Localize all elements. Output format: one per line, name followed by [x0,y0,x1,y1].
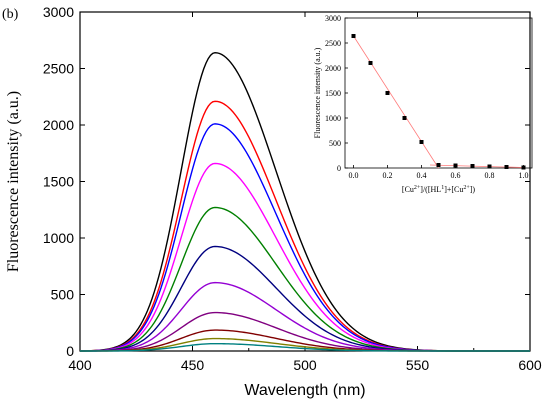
emission-curve-11 [80,342,530,352]
emission-curve-6 [79,245,530,352]
inset-y-tick-label: 500 [329,139,341,148]
inset-data-point [419,140,424,144]
inset-y-tick-label: 0 [337,164,341,173]
inset-x-label-mid: ]/([HL [420,185,441,194]
x-tick-label: 600 [518,357,542,373]
inset-axes: 0.0 0.2 0.4 0.6 0.8 1.0 0 500 1000 1500 2000 2500 30… [325,14,533,180]
x-tick-label: 550 [406,357,430,373]
inset-data-point [436,163,441,167]
inset-x-tick-label: 0.2 [383,171,393,180]
inset-x-label-sup1: 2+ [414,185,421,191]
inset-frame [344,17,533,169]
x-tick-label: 400 [68,357,92,373]
inset-x-label-mid2: ]+[Cu [444,185,463,194]
inset-x-tick-label: 0.4 [417,171,427,180]
inset-x-label-close: ]) [470,185,476,194]
inset-data-point [504,165,509,169]
y-tick-label: 2500 [43,61,74,77]
inset-x-tick-label: 0.8 [485,171,495,180]
inset-y-tick-label: 3000 [325,14,341,23]
panel-label: (b) [2,7,19,22]
inset-y-tick-label: 1000 [325,114,341,123]
emission-curve-2 [79,100,530,352]
y-tick-label: 2000 [43,117,74,133]
inset-fit-line-1 [353,35,439,169]
y-tick-label: 500 [51,287,75,303]
inset-data-point [351,34,356,38]
inset-data-point [453,163,458,168]
inset-x-label-sup3: 2+ [463,185,470,191]
x-tick-label: 450 [181,357,205,373]
inset-data-point [402,116,407,120]
inset-fit-line-2 [429,164,524,168]
main-curves [79,51,530,352]
main-y-axis-label: Fluorescence intensity (a.u.) [5,91,22,272]
y-tick-label: 3000 [43,4,74,20]
y-tick-label: 0 [66,343,74,359]
inset-y-axis-label: Fluorescence intensity (a.u.) [313,47,322,138]
inset-data-point [368,61,373,65]
inset-x-axis-label: [Cu2+]/([HL1]+[Cu2+]) [402,185,476,194]
inset-data-point [385,91,390,95]
main-x-axis-label: Wavelength (nm) [244,382,365,399]
inset-data-point [487,164,492,169]
inset-y-tick-label: 1500 [325,89,341,98]
inset-x-tick-label: 1.0 [519,171,529,180]
emission-curve-5 [79,206,530,352]
inset-data-point [521,165,526,170]
inset-points [351,34,526,170]
main-plot-frame [79,11,531,352]
inset-x-tick-label: 0.6 [451,171,461,180]
x-tick-label: 500 [293,357,317,373]
inset-x-tick-label: 0.0 [349,171,359,180]
inset-x-label-open-cu: [Cu [402,185,414,194]
inset-y-tick-label: 2500 [325,39,341,48]
inset-fit-lines [353,35,524,169]
y-tick-label: 1000 [43,230,74,246]
inset-y-tick-label: 2000 [325,64,341,73]
emission-curve-1 [79,51,530,352]
y-tick-label: 1500 [43,174,74,190]
inset-data-point [470,164,475,168]
inset-x-label-sup2: 1 [441,185,444,191]
